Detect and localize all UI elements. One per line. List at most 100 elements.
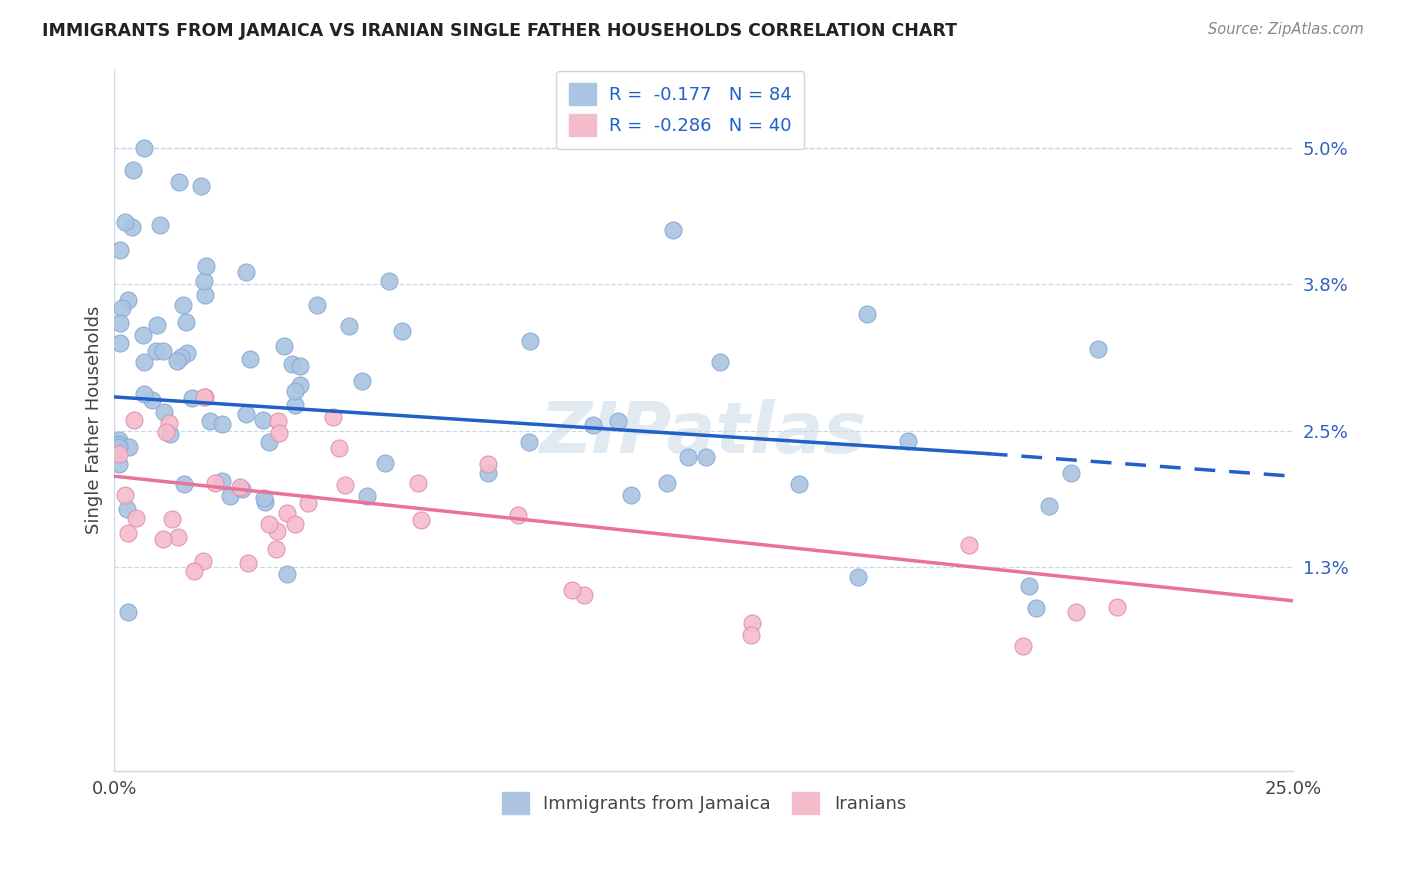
Point: [740, 628, 762, 642]
Point: [1012, 639, 1035, 653]
Point: [108, 433, 131, 447]
Point: [1066, 605, 1088, 619]
Point: [620, 488, 643, 502]
Point: [290, 378, 312, 392]
Point: [174, 315, 197, 329]
Point: [117, 605, 139, 619]
Point: [157, 417, 180, 431]
Point: [149, 218, 172, 232]
Point: [170, 350, 193, 364]
Point: [253, 491, 276, 505]
Point: [787, 477, 810, 491]
Point: [115, 502, 138, 516]
Point: [284, 384, 307, 398]
Point: [519, 334, 541, 348]
Point: [204, 476, 226, 491]
Point: [152, 533, 174, 547]
Point: [108, 457, 131, 471]
Point: [108, 447, 131, 461]
Point: [110, 243, 132, 257]
Point: [153, 405, 176, 419]
Point: [374, 456, 396, 470]
Point: [193, 390, 215, 404]
Point: [856, 307, 879, 321]
Point: [897, 434, 920, 448]
Point: [1105, 600, 1128, 615]
Point: [173, 476, 195, 491]
Point: [229, 480, 252, 494]
Point: [155, 425, 177, 439]
Point: [145, 344, 167, 359]
Point: [159, 427, 181, 442]
Point: [190, 179, 212, 194]
Point: [146, 318, 169, 333]
Point: [200, 413, 222, 427]
Point: [108, 440, 131, 454]
Point: [1025, 601, 1047, 615]
Point: [235, 408, 257, 422]
Point: [741, 616, 763, 631]
Point: [252, 413, 274, 427]
Point: [121, 220, 143, 235]
Point: [409, 513, 432, 527]
Point: [108, 437, 131, 451]
Point: [125, 510, 148, 524]
Point: [288, 359, 311, 373]
Point: [118, 440, 141, 454]
Point: [266, 524, 288, 538]
Point: [1018, 579, 1040, 593]
Point: [607, 414, 630, 428]
Point: [114, 215, 136, 229]
Point: [132, 141, 155, 155]
Point: [211, 417, 233, 431]
Point: [264, 542, 287, 557]
Point: [108, 336, 131, 351]
Point: [134, 387, 156, 401]
Point: [167, 175, 190, 189]
Point: [257, 516, 280, 531]
Point: [328, 441, 350, 455]
Point: [267, 414, 290, 428]
Point: [276, 506, 298, 520]
Point: [281, 357, 304, 371]
Point: [235, 265, 257, 279]
Point: [676, 450, 699, 464]
Point: [211, 474, 233, 488]
Point: [191, 554, 214, 568]
Point: [1060, 466, 1083, 480]
Point: [231, 482, 253, 496]
Point: [239, 352, 262, 367]
Point: [160, 512, 183, 526]
Point: [391, 324, 413, 338]
Point: [257, 434, 280, 449]
Point: [574, 588, 596, 602]
Point: [284, 516, 307, 531]
Point: [194, 260, 217, 274]
Point: [561, 582, 583, 597]
Point: [132, 354, 155, 368]
Point: [517, 435, 540, 450]
Point: [1087, 342, 1109, 356]
Point: [506, 508, 529, 522]
Point: [406, 475, 429, 490]
Point: [337, 318, 360, 333]
Point: [131, 327, 153, 342]
Point: [356, 489, 378, 503]
Point: [350, 374, 373, 388]
Y-axis label: Single Father Households: Single Father Households: [86, 305, 103, 533]
Point: [477, 458, 499, 472]
Point: [1038, 499, 1060, 513]
Point: [477, 466, 499, 480]
Point: [166, 530, 188, 544]
Point: [183, 564, 205, 578]
Point: [172, 298, 194, 312]
Point: [276, 566, 298, 581]
Point: [180, 391, 202, 405]
Legend: Immigrants from Jamaica, Iranians: Immigrants from Jamaica, Iranians: [491, 781, 917, 825]
Point: [219, 489, 242, 503]
Point: [238, 556, 260, 570]
Point: [111, 301, 134, 315]
Point: [378, 274, 401, 288]
Point: [273, 339, 295, 353]
Point: [284, 398, 307, 412]
